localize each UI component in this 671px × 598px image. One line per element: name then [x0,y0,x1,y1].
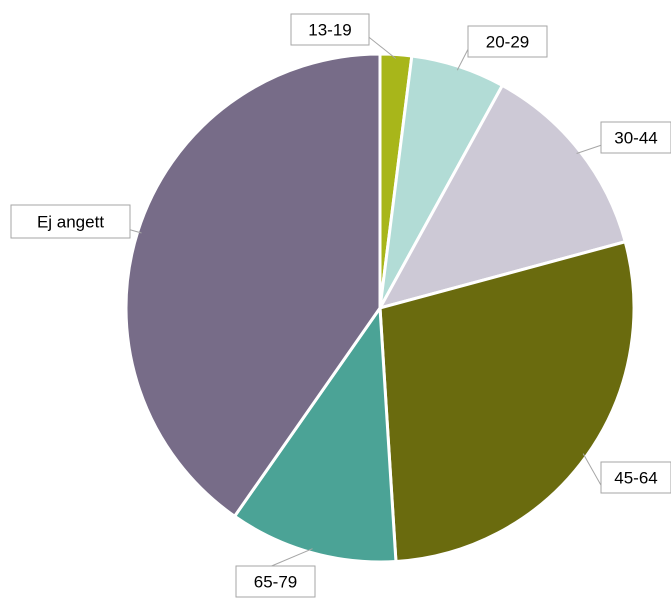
label-text: 65-79 [254,573,297,592]
slice-label-30-44: 30-44 [576,121,671,155]
leader-line [368,36,397,59]
label-box [600,121,671,154]
labels-group: 13-19 20-29 30-44 45-64 65-79 Ej angett [10,13,671,598]
pie-slice-30-44 [376,83,628,311]
label-text: 30-44 [614,129,657,148]
label-text: 13-19 [308,21,351,40]
slices-group [124,52,636,564]
leader-line [582,453,602,486]
leader-line [271,548,313,567]
slice-label-45-64: 45-64 [582,453,671,494]
pie-slice-65-79 [232,303,398,564]
leader-line [576,144,602,155]
label-box [467,25,548,58]
leader-line [129,229,142,234]
slice-label-20-29: 20-29 [456,25,548,71]
label-box [600,461,671,494]
label-box [10,204,131,239]
pie-slice-45-64 [378,239,636,564]
label-text: 20-29 [486,33,529,52]
slice-label-ej-angett: Ej angett [10,204,142,239]
slice-label-13-19: 13-19 [290,13,397,59]
slice-label-65-79: 65-79 [235,548,316,598]
label-text: 45-64 [614,469,657,488]
label-box [235,565,316,598]
label-box [290,13,370,46]
leader-line [456,49,469,71]
label-text: Ej angett [37,213,104,232]
